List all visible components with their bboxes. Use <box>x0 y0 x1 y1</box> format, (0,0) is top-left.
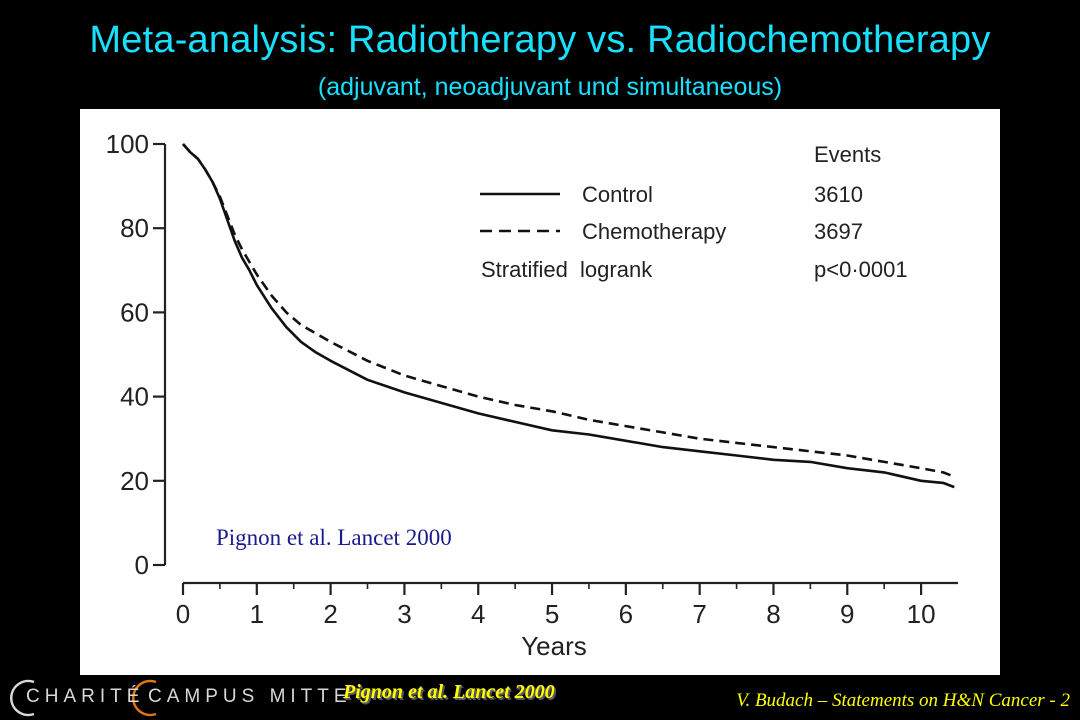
series-line-control <box>182 143 955 489</box>
x-axis-label: Years <box>521 631 587 661</box>
logo-word-campus-mitte: CAMPUS MITTE <box>148 686 352 707</box>
slide-subtitle: (adjuvant, neoadjuvant und simultaneous) <box>317 73 783 101</box>
y-tick-label: 40 <box>120 382 149 412</box>
chart-legend: Events Control 3610 Chemotherapy 3697 St… <box>480 142 908 282</box>
y-tick-label: 20 <box>120 466 149 496</box>
x-tick-label: 8 <box>766 599 780 629</box>
legend-label-chemotherapy: Chemotherapy <box>582 219 726 244</box>
survival-chart-panel: 0 20 40 60 80 100 0 1 2 3 4 5 6 7 8 9 10 Events Control … <box>80 109 1000 675</box>
x-tick-label: 4 <box>471 599 485 629</box>
charite-logo: CHARITÉ CAMPUS MITTE <box>6 676 347 720</box>
x-tick-label: 2 <box>323 599 337 629</box>
y-tick-label: 0 <box>135 550 149 580</box>
x-tick-label: 10 <box>907 599 936 629</box>
y-tick-label: 80 <box>120 213 149 243</box>
x-tick-label: 0 <box>176 599 190 629</box>
logrank-label: Stratified logrank <box>481 257 653 282</box>
chart-annotation-citation: Pignon et al. Lancet 2000 <box>216 525 452 550</box>
legend-events-chemotherapy: 3697 <box>814 219 863 244</box>
series-line-chemotherapy <box>182 143 955 478</box>
x-tick-label: 3 <box>397 599 411 629</box>
x-tick-label: 7 <box>692 599 706 629</box>
y-tick-label: 100 <box>106 129 149 159</box>
legend-events-control: 3610 <box>814 182 863 207</box>
charite-logo-mark <box>10 679 157 717</box>
author-credit: V. Budach – Statements on H&N Cancer - 2 <box>736 690 1070 711</box>
survival-chart: 0 20 40 60 80 100 0 1 2 3 4 5 6 7 8 9 10 Events Control … <box>106 129 958 661</box>
chart-axes <box>163 144 958 585</box>
x-tick-label: 5 <box>545 599 559 629</box>
slide-title: Meta-analysis: Radiotherapy vs. Radioche… <box>89 19 991 61</box>
x-tick-label: 9 <box>840 599 854 629</box>
logrank-p-value: p<0·0001 <box>814 257 908 282</box>
x-tick-label: 6 <box>619 599 633 629</box>
legend-header: Events <box>814 142 881 167</box>
x-tick-label: 1 <box>250 599 264 629</box>
chart-ticks: 0 20 40 60 80 100 0 1 2 3 4 5 6 7 8 9 10 <box>106 129 936 629</box>
legend-label-control: Control <box>582 182 653 207</box>
footer-citation: Pignon et al. Lancet 2000 <box>343 681 555 703</box>
chart-series <box>182 143 955 489</box>
logo-word-charite: CHARITÉ <box>26 686 145 707</box>
y-tick-label: 60 <box>120 297 149 327</box>
